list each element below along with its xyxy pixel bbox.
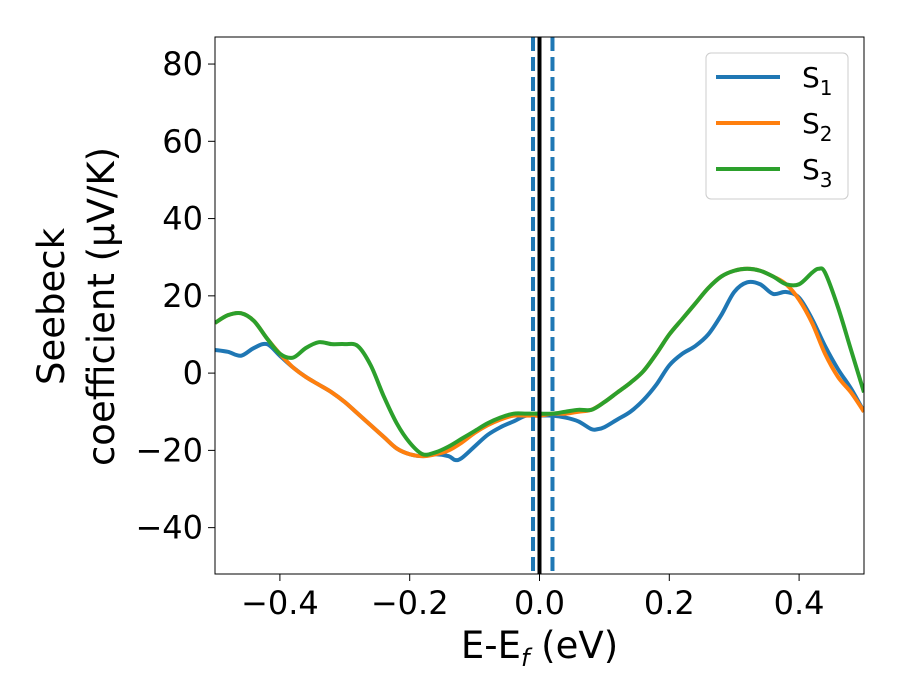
y-tick-label: 60 — [162, 122, 203, 160]
y-tick-label: 20 — [162, 277, 203, 315]
legend-label-main: S — [802, 153, 820, 186]
legend-label-sub: 2 — [820, 122, 833, 146]
legend-label-s1: S1 — [802, 61, 833, 100]
x-tick-label: 0.4 — [774, 584, 825, 622]
y-axis: −40 −20 0 20 40 60 80 — [135, 45, 215, 547]
x-tick-label: 0.0 — [514, 584, 565, 622]
x-tick-label: 0.2 — [644, 584, 695, 622]
y-axis-label: Seebeck coefficient (μV/K) — [30, 147, 123, 466]
legend-label-s3: S3 — [802, 153, 833, 192]
legend-label-sub: 1 — [820, 76, 833, 100]
x-axis-label: E-Ef (eV) — [461, 624, 618, 672]
legend-label-main: S — [802, 61, 820, 94]
x-axis: −0.4 −0.2 0.0 0.2 0.4 — [241, 574, 825, 622]
y-tick-label: 80 — [162, 45, 203, 83]
legend-label-sub: 3 — [820, 168, 833, 192]
x-axis-label-main: E-E — [461, 624, 521, 667]
vline-layer — [531, 37, 555, 574]
y-tick-label: −40 — [135, 509, 203, 547]
y-tick-label: 40 — [162, 200, 203, 238]
x-axis-label-tail: (eV) — [529, 624, 618, 667]
y-axis-label-line1: Seebeck — [30, 227, 73, 385]
y-axis-label-line2: coefficient (μV/K) — [80, 147, 123, 466]
y-tick-label: 0 — [183, 354, 203, 392]
y-tick-label: −20 — [135, 431, 203, 469]
legend-box — [705, 52, 849, 200]
legend-label-s2: S2 — [802, 107, 833, 146]
x-tick-label: −0.2 — [371, 584, 449, 622]
legend-label-main: S — [802, 107, 820, 140]
x-tick-label: −0.4 — [241, 584, 319, 622]
series-line-s3 — [215, 266, 864, 457]
